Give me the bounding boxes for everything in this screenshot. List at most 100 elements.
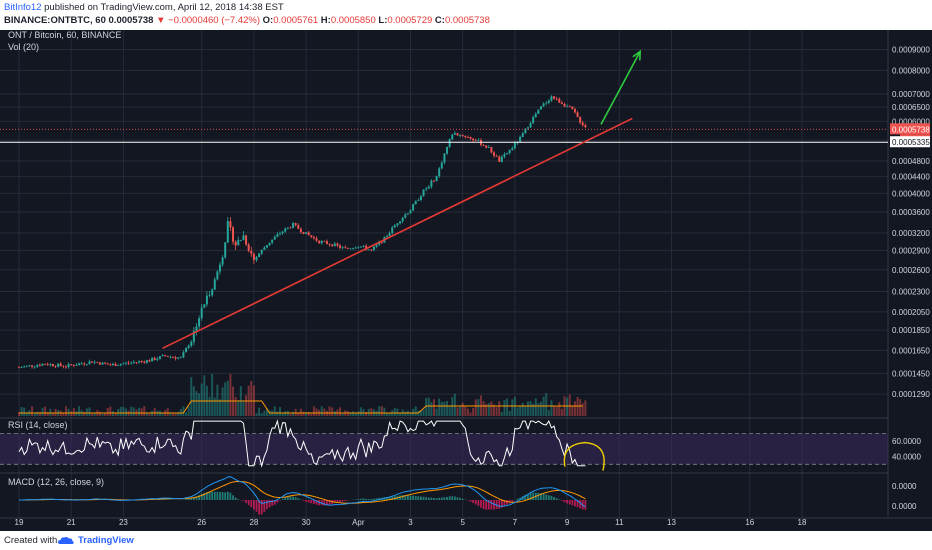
macd-histogram-bar bbox=[307, 500, 310, 503]
volume-bar bbox=[571, 406, 574, 416]
candle-body bbox=[344, 247, 347, 249]
volume-bar bbox=[106, 407, 109, 416]
volume-bar bbox=[302, 411, 305, 416]
rsi-band bbox=[0, 433, 888, 465]
candle-body bbox=[477, 140, 480, 141]
candle-body bbox=[320, 241, 323, 244]
price-tick-label: 0.0006000 bbox=[892, 117, 930, 126]
candle-body bbox=[472, 138, 475, 141]
macd-histogram-bar bbox=[198, 495, 200, 500]
candle-body bbox=[427, 186, 430, 189]
rsi-tick-label: 40.0000 bbox=[892, 453, 921, 462]
macd-histogram-bar bbox=[511, 500, 514, 502]
candle-body bbox=[25, 365, 28, 367]
candle-body bbox=[352, 248, 355, 249]
candle-body bbox=[456, 133, 459, 136]
volume-bar bbox=[166, 408, 169, 416]
macd-histogram-bar bbox=[506, 500, 508, 505]
macd-histogram-bar bbox=[472, 500, 475, 504]
macd-indicator-label: MACD (12, 26, close, 9) bbox=[8, 477, 104, 487]
candle-body bbox=[425, 188, 428, 190]
candle-body bbox=[161, 355, 164, 357]
arrow-head bbox=[632, 49, 642, 61]
author-link[interactable]: BitInfo12 bbox=[4, 2, 42, 13]
x-tick-label: 16 bbox=[745, 518, 754, 527]
candle-body bbox=[393, 225, 396, 228]
volume-bar bbox=[221, 387, 224, 416]
candle-body bbox=[513, 142, 516, 149]
candle-body bbox=[432, 180, 435, 182]
price-axis-bg bbox=[889, 30, 932, 531]
candle-body bbox=[435, 176, 438, 182]
x-tick-label: 18 bbox=[798, 518, 807, 527]
volume-bar bbox=[430, 401, 433, 416]
volume-bar bbox=[435, 408, 438, 416]
price-tick-label: 0.0008000 bbox=[892, 66, 930, 75]
macd-histogram-bar bbox=[284, 497, 287, 500]
macd-histogram-bar bbox=[459, 497, 461, 500]
macd-histogram-bar bbox=[258, 500, 261, 515]
macd-histogram-bar bbox=[474, 500, 477, 505]
chart-area[interactable]: 0.0009000 0.0008000 0.0007000 0.0006500 0.00… bbox=[0, 30, 932, 531]
candle-body bbox=[346, 248, 349, 249]
candle-body bbox=[474, 140, 477, 141]
candle-body bbox=[294, 223, 297, 226]
candle-body bbox=[516, 142, 519, 144]
volume-bar bbox=[425, 397, 428, 416]
candle-body bbox=[203, 304, 206, 308]
macd-histogram-bar bbox=[584, 500, 587, 510]
volume-bar bbox=[357, 411, 360, 416]
volume-bar bbox=[498, 401, 501, 416]
macd-histogram-bar bbox=[185, 499, 187, 500]
volume-indicator-label: Vol (20) bbox=[8, 42, 39, 52]
candle-body bbox=[341, 247, 344, 249]
macd-histogram-bar bbox=[237, 499, 240, 500]
candle-body bbox=[182, 352, 185, 358]
volume-bar bbox=[49, 408, 52, 416]
macd-histogram-bar bbox=[550, 495, 553, 500]
macd-histogram-bar bbox=[260, 500, 263, 515]
x-tick-label: 21 bbox=[67, 518, 76, 527]
candle-body bbox=[119, 364, 122, 366]
candle-body bbox=[367, 249, 370, 251]
macd-histogram-bar bbox=[446, 496, 448, 500]
volume-bar bbox=[339, 407, 342, 416]
high-value: 0.0005850 bbox=[330, 15, 376, 26]
price-tick-label: 0.0001850 bbox=[892, 326, 930, 335]
candle-body bbox=[125, 362, 128, 364]
candle-body bbox=[453, 133, 456, 135]
x-tick-label: 7 bbox=[513, 518, 518, 527]
macd-histogram-bar bbox=[360, 498, 362, 500]
volume-bar bbox=[258, 407, 261, 416]
macd-histogram-bar bbox=[164, 499, 167, 500]
candle-body bbox=[98, 362, 101, 365]
candle-body bbox=[247, 244, 250, 251]
volume-bar bbox=[393, 408, 396, 416]
price-tick-label: 0.0004400 bbox=[892, 172, 930, 181]
volume-bar bbox=[487, 403, 490, 416]
price-tick-label: 0.0004800 bbox=[892, 157, 930, 166]
macd-histogram-bar bbox=[200, 493, 203, 500]
volume-bar bbox=[414, 406, 417, 416]
candle-body bbox=[493, 152, 496, 156]
candle-body bbox=[192, 330, 195, 342]
candle-body bbox=[404, 214, 407, 218]
tradingview-brand[interactable]: TradingView bbox=[78, 535, 134, 546]
trendline bbox=[162, 117, 633, 350]
volume-bar bbox=[500, 412, 503, 416]
volume-bar bbox=[132, 407, 135, 416]
rsi-tick-label: 60.0000 bbox=[892, 437, 921, 446]
candle-body bbox=[64, 366, 67, 368]
candle-body bbox=[406, 213, 409, 215]
volume-bar bbox=[349, 412, 352, 416]
macd-histogram-bar bbox=[344, 500, 347, 502]
volume-bar bbox=[190, 377, 193, 416]
volume-bar bbox=[119, 406, 122, 416]
candle-body bbox=[250, 250, 253, 254]
macd-histogram-bar bbox=[328, 500, 331, 505]
candle-body bbox=[547, 100, 550, 103]
volume-bar bbox=[378, 406, 381, 416]
close-label: C: bbox=[434, 15, 445, 26]
macd-pane bbox=[19, 476, 587, 515]
candle-body bbox=[258, 253, 261, 257]
